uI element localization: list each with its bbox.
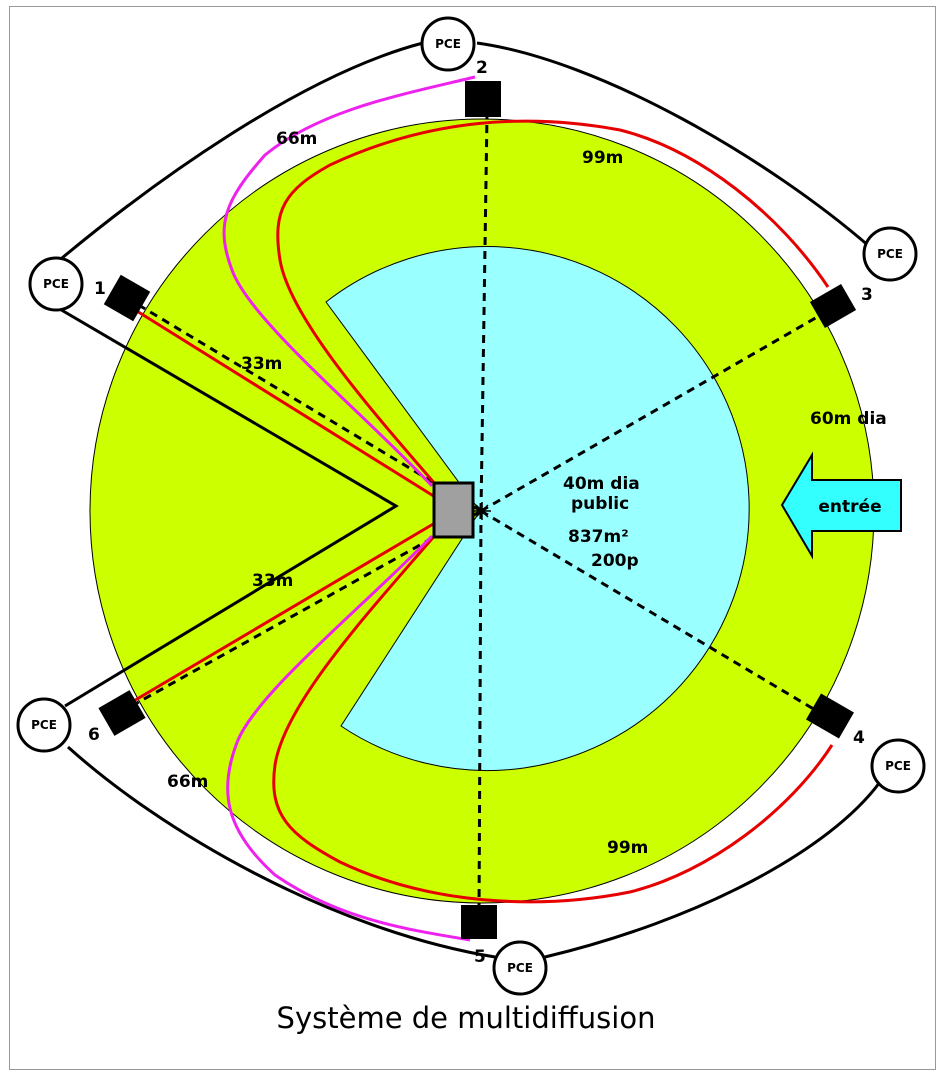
speaker-numbers: 1 2 3 4 5 6	[88, 58, 873, 967]
speaker-number-6: 6	[88, 725, 100, 745]
entrance-arrow	[780, 451, 902, 560]
speaker-5	[461, 905, 497, 939]
svg-text:PCE: PCE	[31, 718, 57, 732]
pink-cables	[222, 75, 476, 942]
pce-unit-6: PCE	[16, 697, 72, 753]
svg-text:PCE: PCE	[43, 277, 69, 291]
svg-text:PCE: PCE	[877, 247, 903, 261]
speaker-number-1: 1	[94, 279, 106, 299]
public-label: public	[571, 494, 629, 514]
pce-unit-4: PCE	[870, 738, 926, 794]
pce-unit-2: PCE	[420, 16, 476, 72]
label-66m-top: 66m	[276, 129, 317, 149]
speaker-number-5: 5	[474, 947, 486, 967]
red-cables	[131, 119, 834, 904]
outer-diameter-label: 60m dia	[810, 409, 887, 429]
diagram-caption: Système de multidiffusion	[277, 1001, 656, 1035]
speaker-1	[103, 274, 151, 322]
radial-distance-lines	[127, 114, 839, 916]
center-control-box	[432, 481, 475, 539]
speaker-number-4: 4	[853, 728, 865, 748]
pce-unit-5: PCE	[492, 940, 548, 996]
entrance-label: entrée	[818, 497, 881, 517]
speaker-number-3: 3	[861, 285, 873, 305]
speakers	[98, 81, 857, 939]
speaker-number-2: 2	[476, 58, 488, 78]
svg-text:PCE: PCE	[507, 961, 533, 975]
speaker-4	[806, 693, 854, 739]
svg-text:PCE: PCE	[435, 37, 461, 51]
label-33m-top: 33m	[241, 354, 282, 374]
public-area	[325, 246, 750, 772]
svg-text:PCE: PCE	[885, 759, 911, 773]
label-99m-top: 99m	[582, 148, 623, 168]
label-33m-bottom: 33m	[252, 571, 293, 591]
speaker-2	[465, 81, 501, 117]
pce-units: PCE PCE PCE PCE PCE PCE	[16, 16, 926, 996]
label-66m-bottom: 66m	[167, 772, 208, 792]
speaker-6	[98, 690, 146, 736]
label-99m-bottom: 99m	[607, 838, 648, 858]
pce-unit-1: PCE	[28, 256, 84, 312]
pce-cables	[57, 41, 882, 959]
center-star-icon	[473, 502, 491, 520]
inner-diameter-label: 40m dia	[563, 474, 640, 494]
capacity-label: 200p	[591, 551, 639, 571]
speaker-3	[809, 284, 857, 328]
pce-unit-3: PCE	[862, 226, 918, 282]
area-label: 837m²	[568, 527, 629, 547]
